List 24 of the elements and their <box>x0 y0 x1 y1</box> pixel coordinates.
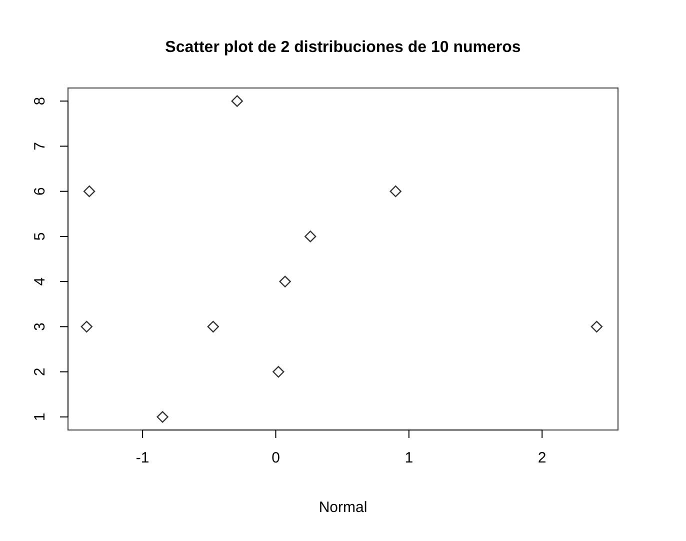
point <box>390 185 402 198</box>
y-tick-label: 7 <box>32 142 48 150</box>
point <box>207 320 219 333</box>
point <box>590 320 603 333</box>
x-tick-label: 1 <box>404 450 414 467</box>
chart-title: Scatter plot de 2 distribuciones de 10 numeros <box>165 39 521 56</box>
y-tick-label: 2 <box>32 368 48 376</box>
x-tick-label: 2 <box>538 450 546 467</box>
y-tick-label: 8 <box>32 96 48 106</box>
point <box>83 185 96 198</box>
x-axis-title: Normal <box>318 499 368 516</box>
point <box>231 95 243 107</box>
y-tick-label: 5 <box>32 232 48 241</box>
y-tick-label: 6 <box>32 187 48 196</box>
x-tick-label: 0 <box>272 450 280 467</box>
y-tick-label: 3 <box>32 322 48 331</box>
point <box>80 320 92 333</box>
point <box>279 276 291 288</box>
y-tick-label: 4 <box>32 277 48 286</box>
point <box>272 366 284 378</box>
x-tick-label: -1 <box>136 450 150 467</box>
y-tick-label: 1 <box>32 412 48 422</box>
point <box>156 411 168 423</box>
point <box>304 230 316 242</box>
